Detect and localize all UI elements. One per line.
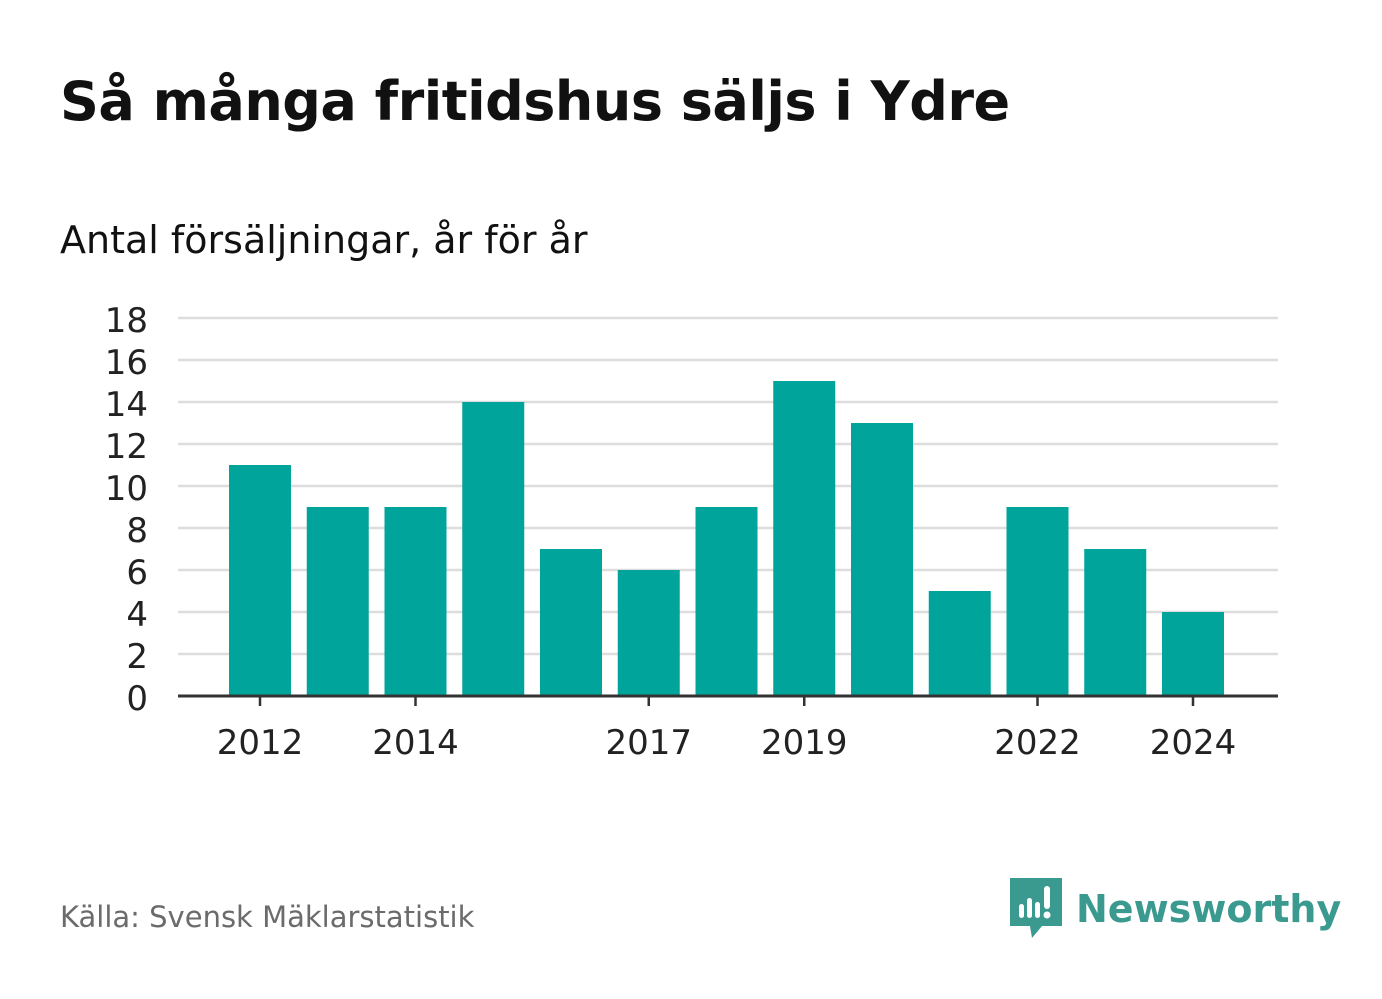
y-tick-label: 16 [105,343,148,383]
y-tick-label: 12 [105,427,148,467]
bar-2014 [384,507,447,696]
bar-2016 [540,549,602,696]
y-tick-label: 2 [126,637,148,677]
bar-2012 [229,465,291,696]
y-tick-label: 0 [126,679,148,719]
x-tick-label: 2022 [994,723,1081,763]
y-tick-label: 14 [105,385,148,425]
x-tick-label: 2017 [605,723,692,763]
x-tick-label: 2019 [761,723,848,763]
chart-title: Så många fritidshus säljs i Ydre [60,70,1010,133]
bar-2020 [851,423,913,696]
brand-name: Newsworthy [1076,887,1342,931]
y-tick-label: 10 [105,469,148,509]
bar-2017 [617,570,680,696]
x-tick-label: 2014 [372,723,459,763]
y-tick-label: 4 [126,595,148,635]
x-tick-label: 2024 [1150,723,1237,763]
source-note: Källa: Svensk Mäklarstatistik [60,900,475,934]
chart-subtitle: Antal försäljningar, år för år [60,218,588,262]
y-tick-label: 6 [126,553,148,593]
bar-2021 [928,591,991,696]
bar-2019 [773,381,836,696]
bar-2018 [695,507,758,696]
y-tick-label: 18 [105,301,148,341]
bar-2022 [1006,507,1069,696]
bar-2013 [306,507,369,696]
bar-2023 [1084,549,1147,696]
y-tick-label: 8 [126,511,148,551]
newsworthy-logo-icon [1010,878,1062,938]
x-tick-label: 2012 [217,723,304,763]
bar-2015 [462,402,525,696]
bar-2024 [1162,612,1224,696]
brand-logo: Newsworthy [1010,878,1341,940]
